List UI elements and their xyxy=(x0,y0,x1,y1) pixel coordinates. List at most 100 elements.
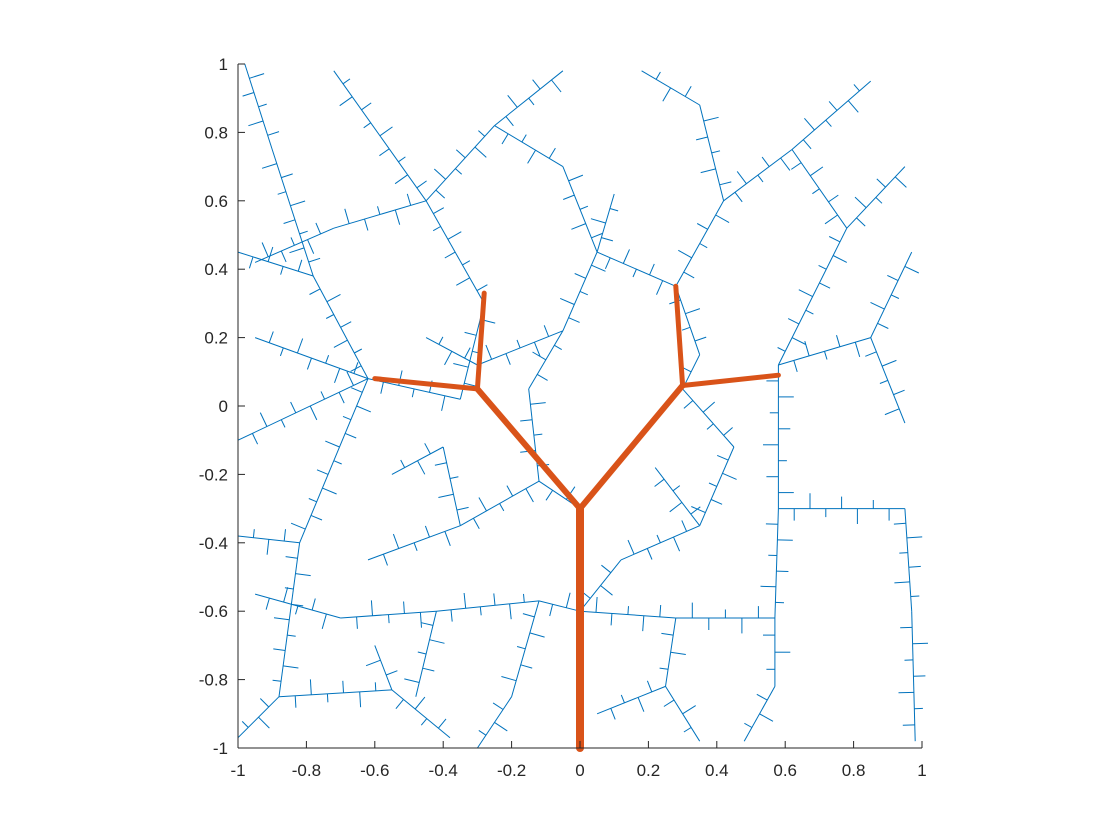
network-twig xyxy=(759,713,774,722)
network-segment xyxy=(675,286,701,355)
network-twig xyxy=(702,401,716,413)
network-twig xyxy=(296,338,304,354)
network-twig xyxy=(462,260,471,266)
x-tick-label: -0.2 xyxy=(497,761,526,780)
network-twig xyxy=(685,308,701,315)
network-twig xyxy=(522,613,535,618)
network-twig xyxy=(590,218,606,224)
network-twig xyxy=(777,347,786,352)
network-twig xyxy=(509,603,512,620)
network-twig xyxy=(832,255,848,263)
network-twig xyxy=(760,585,776,588)
network-twig xyxy=(696,223,708,230)
network-twig xyxy=(449,476,459,479)
network-twig xyxy=(432,226,441,232)
network-twig xyxy=(429,639,445,644)
network-twig xyxy=(543,325,550,337)
network-twig xyxy=(856,217,866,227)
network-twig xyxy=(560,297,575,305)
network-twig xyxy=(400,459,406,468)
network-twig xyxy=(661,632,674,636)
network-segment xyxy=(494,125,564,168)
network-twig xyxy=(456,506,469,511)
network-twig xyxy=(506,485,514,497)
network-twig xyxy=(325,314,335,319)
network-twig xyxy=(259,698,270,708)
network-twig xyxy=(382,554,388,566)
network-twig xyxy=(403,601,405,614)
network-twig xyxy=(258,103,267,108)
network-segment xyxy=(374,645,393,691)
network-twig xyxy=(610,708,616,720)
network-twig xyxy=(346,371,354,386)
tree-branch xyxy=(372,376,480,392)
network-twig xyxy=(438,336,444,345)
network-twig xyxy=(791,337,807,345)
network-twig xyxy=(565,592,571,608)
network-segment xyxy=(460,480,540,527)
network-twig xyxy=(307,239,315,254)
network-twig xyxy=(248,120,264,127)
network-twig xyxy=(533,342,541,357)
network-twig xyxy=(441,395,446,411)
network-twig xyxy=(703,116,719,122)
network-twig xyxy=(824,214,838,225)
network-twig xyxy=(316,469,329,475)
network-twig xyxy=(290,522,306,530)
network-twig xyxy=(744,722,753,728)
network-twig xyxy=(370,600,373,616)
network-twig xyxy=(248,256,254,269)
network-twig xyxy=(853,84,860,92)
network-twig xyxy=(684,85,692,97)
network-twig xyxy=(326,693,329,703)
network-segment xyxy=(254,337,369,380)
network-twig xyxy=(532,351,547,361)
network-twig xyxy=(627,606,629,615)
network-twig xyxy=(339,96,353,107)
network-twig xyxy=(345,432,357,439)
network-twig xyxy=(906,536,923,539)
network-twig xyxy=(364,218,369,231)
network-twig xyxy=(494,721,508,732)
network-segment xyxy=(254,227,334,263)
network-twig xyxy=(444,251,456,259)
highlighted-tree-layer xyxy=(372,283,781,752)
network-twig xyxy=(435,189,446,199)
network-twig xyxy=(273,617,290,621)
network-twig xyxy=(310,514,323,521)
network-twig xyxy=(528,97,535,106)
network-segment xyxy=(641,70,700,106)
network-twig xyxy=(295,605,299,615)
network-twig xyxy=(865,351,877,357)
network-twig xyxy=(280,266,284,275)
network-twig xyxy=(259,412,268,427)
network-twig xyxy=(287,634,296,637)
network-twig xyxy=(601,237,614,242)
network-segment xyxy=(596,193,615,253)
network-twig xyxy=(433,207,445,215)
network-twig xyxy=(870,301,885,310)
y-ticks: 1 0.8 0.6 0.4 0.2 0 -0.2 -0.4 -0.6 -0.8 -1 xyxy=(199,55,245,758)
network-twig xyxy=(283,665,299,669)
network-segment xyxy=(425,125,495,202)
network-twig xyxy=(306,357,312,370)
network-twig xyxy=(478,497,487,512)
network-twig xyxy=(670,651,686,655)
network-twig xyxy=(309,679,312,695)
network-twig xyxy=(601,564,612,574)
network-twig xyxy=(463,592,467,609)
network-twig xyxy=(549,604,554,617)
network-twig xyxy=(261,163,277,169)
network-layer xyxy=(237,63,929,749)
network-twig xyxy=(659,604,662,617)
network-twig xyxy=(394,209,401,225)
network-segment xyxy=(476,696,513,749)
network-twig xyxy=(591,232,603,239)
y-tick-label: 0.4 xyxy=(204,260,228,279)
network-twig xyxy=(708,482,717,487)
network-segment xyxy=(477,330,564,366)
network-twig xyxy=(501,676,517,682)
network-twig xyxy=(818,264,827,270)
network-twig xyxy=(894,176,907,188)
network-twig xyxy=(551,79,562,93)
